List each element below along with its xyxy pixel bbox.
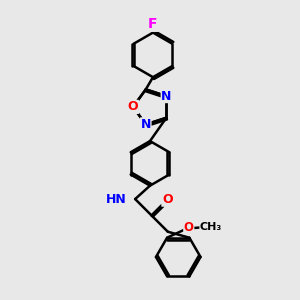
Text: CH₃: CH₃ <box>200 222 222 232</box>
Text: HN: HN <box>106 193 127 206</box>
Text: N: N <box>161 90 172 103</box>
Text: O: O <box>128 100 138 113</box>
Text: F: F <box>148 17 158 31</box>
Text: O: O <box>184 221 194 234</box>
Text: O: O <box>162 193 172 206</box>
Text: N: N <box>141 118 151 131</box>
